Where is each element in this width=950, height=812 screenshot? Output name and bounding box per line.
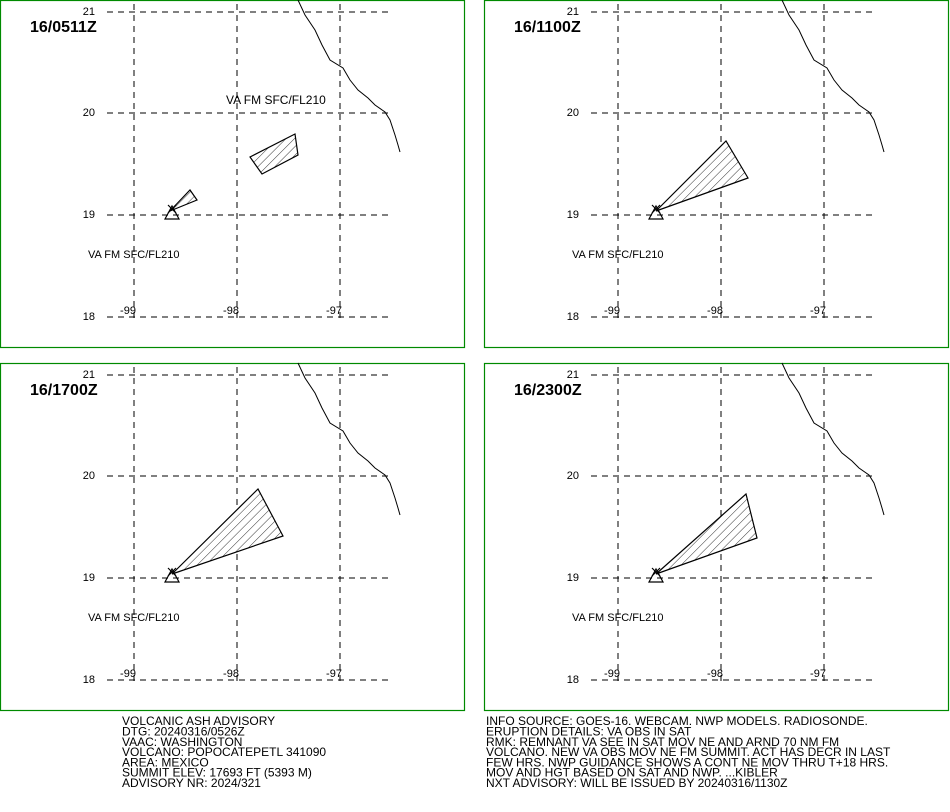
panel-time: 16/0511Z — [30, 19, 97, 36]
ash-label: VA FM SFC/FL210 — [226, 93, 326, 107]
ash-area — [655, 492, 758, 575]
latitude-label: 21 — [83, 369, 95, 381]
latitude-label: 21 — [567, 369, 579, 381]
map-panel: 21 20 19 18 -99 -98 -97 16/2300Z VA FM SFC/FL210 — [483, 362, 950, 712]
latitude-label: 18 — [83, 674, 95, 686]
ash-area — [655, 140, 749, 212]
longitude-label: -99 — [604, 305, 620, 317]
latitude-label: 18 — [567, 674, 579, 686]
advisory-line: ERUPTION DETAILS: VA OBS IN SAT — [486, 724, 692, 738]
longitude-label: -97 — [326, 305, 342, 317]
ash-label: VA FM SFC/FL210 — [572, 612, 664, 624]
latitude-label: 18 — [83, 311, 95, 323]
ash-label: VA FM SFC/FL210 — [88, 249, 180, 261]
longitude-label: -97 — [326, 668, 342, 680]
map-panel: 21 20 19 18 -99 -98 -97 16/0511Z VA FM SFC/FL210… — [0, 0, 466, 349]
panel-time: 16/1100Z — [514, 19, 581, 36]
advisory-line: DTG: 20240316/0526Z — [122, 724, 245, 738]
advisory-line: VOLCANIC ASH ADVISORY — [122, 714, 275, 728]
latitude-label: 19 — [83, 572, 95, 584]
longitude-label: -98 — [707, 668, 723, 680]
longitude-label: -97 — [810, 305, 826, 317]
advisory-line: MOV AND HGT BASED ON SAT AND NWP. ...KIB… — [486, 766, 778, 780]
coastline — [297, 0, 401, 153]
ash-area — [171, 488, 284, 575]
advisory-line: SUMMIT ELEV: 17693 FT (5393 M) — [122, 766, 312, 780]
latitude-label: 19 — [83, 209, 95, 221]
advisory-line: INFO SOURCE: GOES-16. WEBCAM. NWP MODELS… — [486, 714, 868, 728]
longitude-label: -99 — [120, 668, 136, 680]
advisory-line: VOLCANO: POPOCATEPETL 341090 — [122, 745, 326, 759]
advisory-line: VAAC: WASHINGTON — [122, 735, 242, 749]
panel-frame — [0, 362, 466, 712]
longitude-label: -97 — [810, 668, 826, 680]
panel-frame — [483, 362, 950, 712]
longitude-label: -99 — [120, 305, 136, 317]
map-panel: 21 20 19 18 -99 -98 -97 16/1700Z VA FM SFC/FL210 — [0, 362, 466, 712]
latitude-label: 20 — [567, 107, 579, 119]
map-panel: 21 20 19 18 -99 -98 -97 16/1100Z VA FM SFC/FL210 — [483, 0, 950, 349]
volcano-x — [651, 204, 661, 214]
ash-area — [249, 133, 299, 175]
panel-time: 16/1700Z — [30, 382, 98, 399]
latitude-label: 19 — [567, 572, 579, 584]
ash-area — [169, 189, 198, 212]
panel-frame — [483, 0, 950, 349]
latitude-label: 20 — [83, 470, 95, 482]
latitude-label: 20 — [567, 470, 579, 482]
longitude-label: -99 — [604, 668, 620, 680]
advisory-line: VOLCANO. NEW VA OBS MOV NE FM SUMMIT. AC… — [486, 745, 891, 759]
latitude-label: 20 — [83, 107, 95, 119]
ash-label: VA FM SFC/FL210 — [572, 249, 664, 261]
volcano-x — [651, 567, 661, 577]
advisory-line: RMK: REMNANT VA SEE IN SAT MOV NE AND AR… — [486, 735, 839, 749]
volcano-x — [167, 567, 177, 577]
ash-label: VA FM SFC/FL210 — [88, 612, 180, 624]
advisory-line: AREA: MEXICO — [122, 755, 209, 769]
advisory-line: NXT ADVISORY: WILL BE ISSUED BY 20240316… — [486, 776, 788, 790]
advisory-line: ADVISORY NR: 2024/321 — [122, 776, 261, 790]
advisory-line: FEW HRS. NWP GUIDANCE SHOWS A CONT NE MO… — [486, 755, 888, 769]
latitude-label: 19 — [567, 209, 579, 221]
latitude-label: 18 — [567, 311, 579, 323]
panel-frame — [0, 0, 466, 349]
latitude-label: 21 — [567, 6, 579, 18]
coastline — [781, 0, 885, 153]
longitude-label: -98 — [223, 305, 239, 317]
longitude-label: -98 — [707, 305, 723, 317]
coastline — [297, 362, 401, 516]
panel-time: 16/2300Z — [514, 382, 582, 399]
volcano-x — [167, 204, 177, 214]
latitude-label: 21 — [83, 6, 95, 18]
longitude-label: -98 — [223, 668, 239, 680]
coastline — [781, 362, 885, 516]
